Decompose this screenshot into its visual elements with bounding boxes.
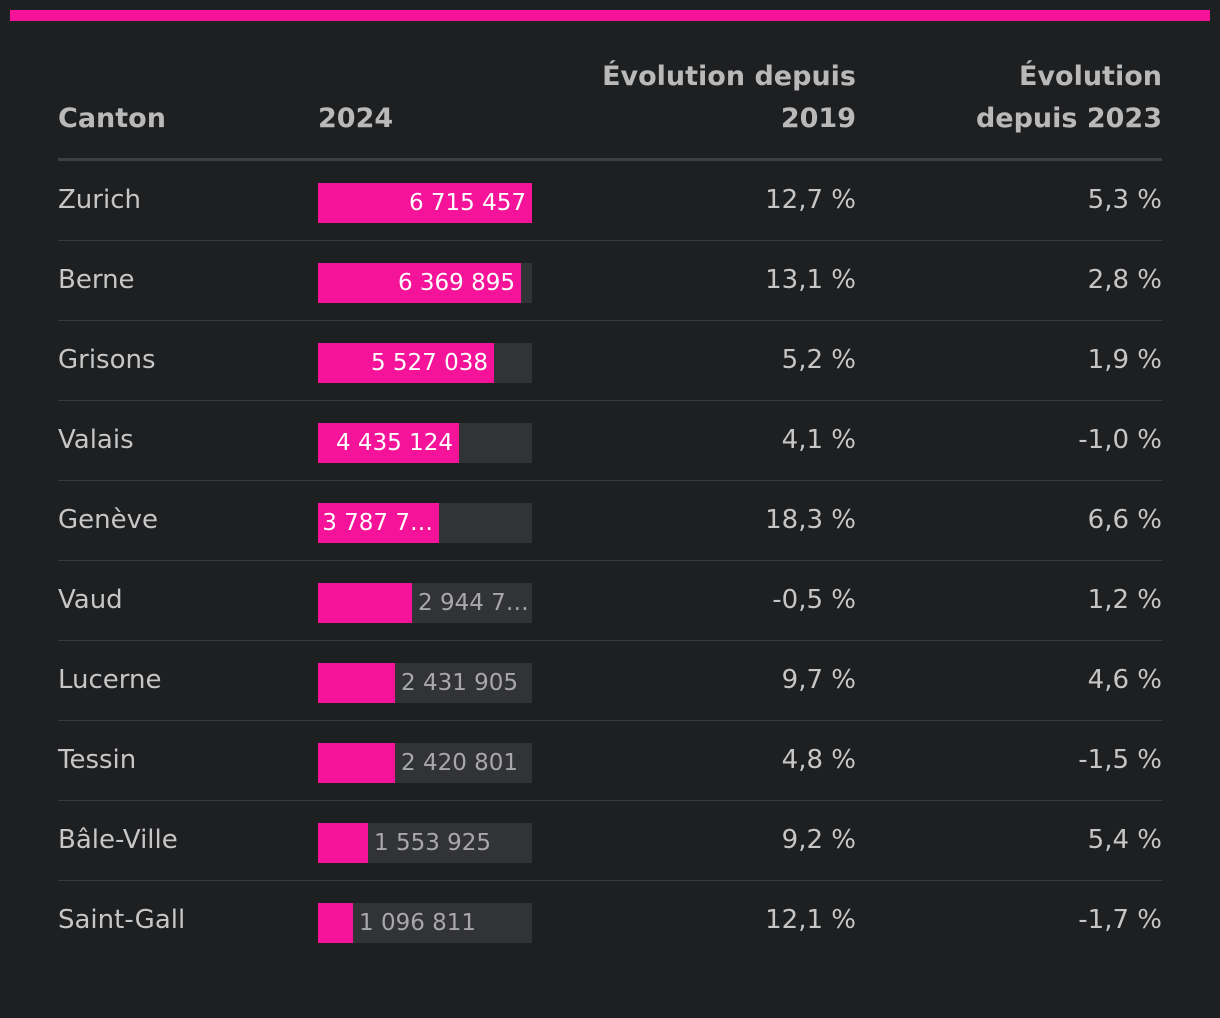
bar-value-label: 3 787 7… bbox=[322, 510, 433, 536]
bar-track: 2 431 905 bbox=[318, 663, 532, 703]
bar-fill bbox=[318, 343, 494, 383]
table-row: Berne 6 369 895 13,1 % 2,8 % bbox=[58, 241, 1162, 321]
bar-value-label: 6 369 895 bbox=[397, 270, 515, 296]
bar-fill bbox=[318, 263, 521, 303]
canton-name: Zurich bbox=[58, 185, 141, 215]
evolution-2019-value: 9,7 % bbox=[781, 665, 856, 695]
bar-fill bbox=[318, 503, 439, 543]
bar-track: 2 944 702 bbox=[318, 583, 532, 623]
header-evolution-2019-line1: Évolution depuis bbox=[602, 61, 856, 92]
evolution-2019-value: 18,3 % bbox=[765, 505, 856, 535]
canton-name: Lucerne bbox=[58, 665, 162, 695]
bar-value-label: 5 527 038 bbox=[370, 350, 488, 376]
table-row: Bâle-Ville 1 553 925 9,2 % 5,4 % bbox=[58, 801, 1162, 881]
canton-name: Saint-Gall bbox=[58, 905, 186, 935]
evolution-2019-value: 12,1 % bbox=[765, 905, 856, 935]
evolution-2023-value: 1,9 % bbox=[1087, 345, 1162, 375]
header-evolution-2023-line2: depuis 2023 bbox=[975, 103, 1162, 134]
bar-fill bbox=[318, 663, 395, 703]
evolution-2023-value: 2,8 % bbox=[1087, 265, 1162, 295]
evolution-2019-value: 9,2 % bbox=[781, 825, 856, 855]
table-row: Zurich 6 715 457 12,7 % 5,3 % bbox=[58, 161, 1162, 241]
evolution-2023-value: -1,5 % bbox=[1078, 745, 1162, 775]
evolution-2019-value: 4,8 % bbox=[781, 745, 856, 775]
bar-track: 2 420 801 bbox=[318, 743, 532, 783]
bar-value-label: 1 553 925 bbox=[374, 830, 492, 856]
table-body: Zurich 6 715 457 12,7 % 5,3 % Berne 6 369 895… bbox=[58, 161, 1162, 960]
header-evolution-2023-line1: Évolution bbox=[1018, 61, 1162, 92]
bar-value-label: 2 420 801 bbox=[401, 750, 519, 776]
bar-fill bbox=[318, 423, 459, 463]
accent-bar bbox=[10, 10, 1210, 21]
table-row: Vaud 2 944 702 -0,5 % 1,2 % bbox=[58, 561, 1162, 641]
evolution-2023-value: 5,3 % bbox=[1087, 185, 1162, 215]
evolution-2019-value: 13,1 % bbox=[765, 265, 856, 295]
bar-track: 6 715 457 bbox=[318, 183, 532, 223]
canton-name: Bâle-Ville bbox=[58, 825, 178, 855]
evolution-2023-value: -1,0 % bbox=[1078, 425, 1162, 455]
bar-fill bbox=[318, 903, 353, 943]
bar-fill bbox=[318, 183, 532, 223]
canton-name: Grisons bbox=[58, 345, 156, 375]
canton-name: Genève bbox=[58, 505, 159, 535]
bar-value-label: 1 096 811 bbox=[359, 910, 477, 936]
canton-name: Berne bbox=[58, 265, 135, 295]
canton-name: Valais bbox=[58, 425, 134, 455]
bar-value-label: 2 431 905 bbox=[401, 670, 519, 696]
canton-name: Tessin bbox=[58, 745, 137, 775]
bar-track: 6 369 895 bbox=[318, 263, 532, 303]
bar-fill bbox=[318, 583, 412, 623]
evolution-2019-value: 12,7 % bbox=[765, 185, 856, 215]
bar-track: 1 553 925 bbox=[318, 823, 532, 863]
bar-track: 3 787 7… bbox=[318, 503, 532, 543]
table-header: Canton 2024 Évolution depuis 2019 Évolut… bbox=[58, 56, 1162, 161]
header-evolution-2019-line2: 2019 bbox=[780, 103, 856, 134]
bar-value-label: 2 944 702 bbox=[418, 590, 532, 616]
bar-track: 1 096 811 bbox=[318, 903, 532, 943]
table-row: Genève 3 787 7… 18,3 % 6,6 % bbox=[58, 481, 1162, 561]
evolution-2023-value: 5,4 % bbox=[1087, 825, 1162, 855]
bar-value-label: 4 435 124 bbox=[335, 430, 453, 456]
canton-name: Vaud bbox=[58, 585, 123, 615]
bar-fill bbox=[318, 823, 368, 863]
evolution-2019-value: 4,1 % bbox=[781, 425, 856, 455]
table-row: Valais 4 435 124 4,1 % -1,0 % bbox=[58, 401, 1162, 481]
evolution-2023-value: 6,6 % bbox=[1087, 505, 1162, 535]
header-canton: Canton bbox=[58, 103, 166, 134]
evolution-2019-value: 5,2 % bbox=[781, 345, 856, 375]
header-evolution-2023: Évolution depuis 2023 bbox=[942, 56, 1162, 140]
evolution-2023-value: 1,2 % bbox=[1087, 585, 1162, 615]
evolution-2023-value: -1,7 % bbox=[1078, 905, 1162, 935]
bar-track: 4 435 124 bbox=[318, 423, 532, 463]
evolution-2019-value: -0,5 % bbox=[772, 585, 856, 615]
bar-fill bbox=[318, 743, 395, 783]
data-table: Canton 2024 Évolution depuis 2019 Évolut… bbox=[58, 56, 1162, 960]
bar-value-label: 6 715 457 bbox=[408, 190, 526, 216]
table-row: Tessin 2 420 801 4,8 % -1,5 % bbox=[58, 721, 1162, 801]
header-evolution-2019: Évolution depuis 2019 bbox=[556, 56, 856, 140]
table-row: Grisons 5 527 038 5,2 % 1,9 % bbox=[58, 321, 1162, 401]
header-year: 2024 bbox=[318, 103, 394, 134]
bar-track: 5 527 038 bbox=[318, 343, 532, 383]
evolution-2023-value: 4,6 % bbox=[1087, 665, 1162, 695]
table-row: Lucerne 2 431 905 9,7 % 4,6 % bbox=[58, 641, 1162, 721]
table-row: Saint-Gall 1 096 811 12,1 % -1,7 % bbox=[58, 881, 1162, 960]
